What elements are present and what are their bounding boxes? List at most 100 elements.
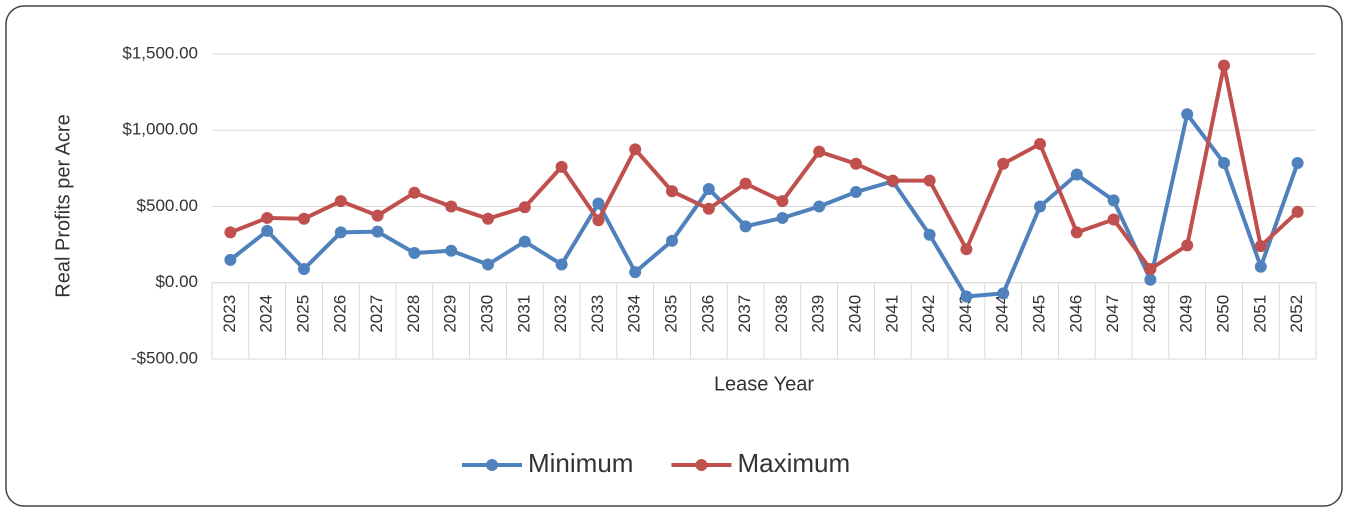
x-tick-label: 2033: [588, 295, 607, 333]
x-tick-label: 2047: [1103, 295, 1122, 333]
x-tick-label: 2045: [1029, 295, 1048, 333]
data-point: [334, 195, 347, 208]
x-tick-label: 2043: [956, 295, 975, 333]
data-point: [298, 263, 310, 276]
data-point: [555, 160, 568, 173]
x-tick-label: 2042: [919, 295, 938, 333]
data-point: [1034, 137, 1046, 150]
data-point: [776, 211, 789, 224]
chart-frame: [5, 5, 1343, 507]
data-point: [445, 244, 458, 257]
data-point: [408, 186, 421, 199]
data-point: [482, 258, 494, 271]
series-line: [229, 112, 1300, 299]
data-point: [739, 220, 752, 233]
data-point: [997, 287, 1010, 300]
data-point: [518, 235, 531, 248]
data-point: [702, 182, 715, 195]
data-point: [334, 226, 347, 239]
data-point: [997, 157, 1010, 170]
data-point: [629, 143, 642, 156]
data-point: [518, 201, 531, 214]
data-point: [1218, 59, 1230, 72]
data-point: [850, 157, 862, 170]
data-point: [592, 197, 605, 210]
data-point: [1254, 240, 1267, 253]
data-point: [776, 195, 789, 208]
data-point: [224, 253, 237, 266]
x-axis-title: Lease Year: [714, 373, 814, 395]
data-point: [592, 214, 605, 227]
data-point: [739, 177, 752, 190]
data-point: [1254, 260, 1267, 273]
data-point: [1181, 239, 1194, 252]
data-point: [886, 174, 899, 187]
y-tick-label: -$500.00: [131, 348, 198, 367]
data-point: [1144, 273, 1157, 286]
data-point: [1107, 194, 1120, 207]
x-tick-label: 2040: [845, 295, 864, 333]
data-point: [702, 202, 715, 215]
data-point: [1218, 157, 1230, 170]
data-point: [261, 224, 274, 237]
data-point: [298, 212, 310, 225]
x-tick-label: 2041: [882, 295, 901, 333]
data-point: [1107, 213, 1120, 226]
x-tick-label: 2025: [293, 295, 312, 333]
series-line: [229, 63, 1299, 272]
data-point: [224, 226, 237, 239]
data-point: [261, 211, 274, 224]
data-point: [923, 174, 936, 187]
x-tick-label: 2052: [1287, 295, 1306, 333]
data-point: [923, 228, 936, 241]
data-point: [960, 290, 973, 303]
data-point: [1034, 200, 1046, 213]
data-point: [960, 243, 973, 256]
x-tick-label: 2034: [625, 295, 644, 333]
y-tick-label: $1,000.00: [122, 120, 198, 139]
y-tick-label: $500.00: [137, 196, 198, 215]
legend-marker: [486, 459, 498, 471]
x-tick-label: 2038: [772, 295, 791, 333]
x-tick-label: 2037: [735, 295, 754, 333]
x-tick-label: 2026: [330, 295, 349, 333]
x-tick-label: 2031: [514, 295, 533, 333]
data-point: [1144, 263, 1157, 276]
x-tick-label: 2032: [551, 295, 570, 333]
y-tick-label: $1,500.00: [122, 43, 198, 62]
x-tick-label: 2050: [1213, 295, 1232, 333]
data-point: [408, 247, 421, 260]
x-tick-label: 2036: [698, 295, 717, 333]
x-tick-label: 2029: [441, 295, 460, 333]
x-tick-label: 2023: [220, 295, 239, 333]
data-point: [1291, 157, 1304, 170]
x-tick-label: 2046: [1066, 295, 1085, 333]
x-tick-label: 2030: [477, 295, 496, 333]
data-point: [629, 266, 642, 279]
data-point: [371, 209, 384, 222]
data-point: [666, 185, 678, 198]
data-point: [1070, 168, 1083, 181]
x-tick-label: 2024: [257, 295, 276, 333]
y-tick-label: $0.00: [155, 272, 198, 291]
data-point: [371, 225, 384, 238]
data-point: [555, 258, 568, 271]
y-axis-title: Real Profits per Acre: [52, 114, 74, 297]
x-tick-label: 2049: [1177, 295, 1196, 333]
x-tick-label: 2048: [1140, 295, 1159, 333]
legend-label: Minimum: [528, 448, 633, 478]
legend-label: Maximum: [737, 448, 850, 478]
legend-marker: [695, 459, 708, 471]
data-point: [666, 234, 678, 247]
data-point: [850, 186, 862, 199]
x-tick-label: 2044: [993, 295, 1012, 333]
data-point: [1181, 108, 1194, 121]
x-tick-label: 2035: [661, 295, 680, 333]
x-tick-label: 2039: [809, 295, 828, 333]
data-point: [813, 200, 826, 213]
data-point: [482, 212, 494, 225]
x-tick-label: 2051: [1250, 295, 1269, 333]
data-point: [813, 145, 826, 158]
x-tick-label: 2028: [404, 295, 423, 333]
